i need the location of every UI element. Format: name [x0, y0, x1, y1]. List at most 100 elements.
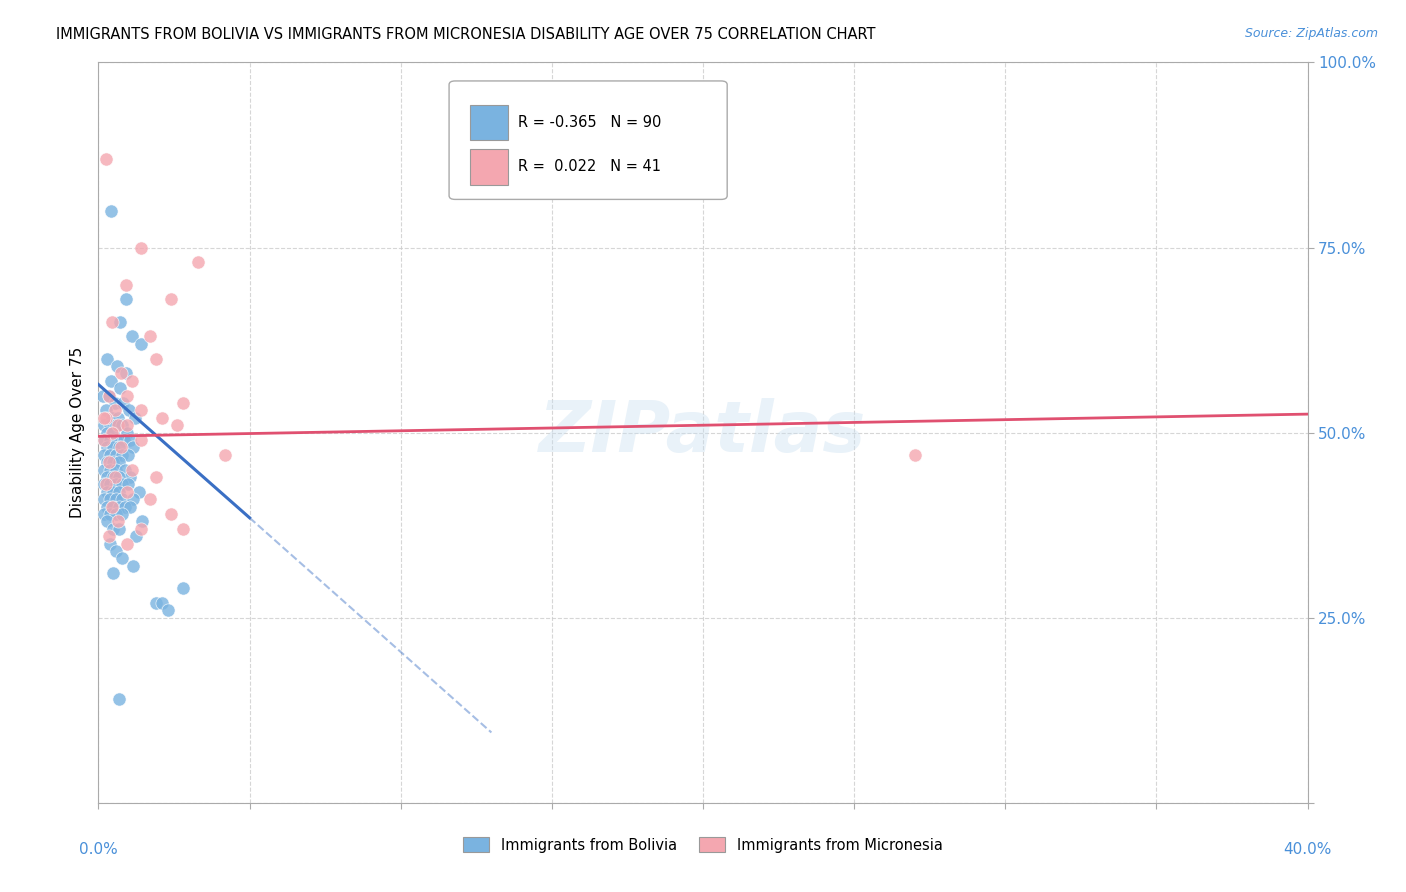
Point	[91, 388, 114, 402]
Point	[121, 462, 143, 476]
Point	[96, 500, 118, 514]
Point	[111, 477, 134, 491]
Point	[114, 462, 136, 476]
Point	[115, 425, 138, 440]
Point	[108, 314, 131, 328]
Point	[111, 507, 134, 521]
Point	[139, 329, 162, 343]
Point	[129, 403, 152, 417]
FancyBboxPatch shape	[470, 104, 509, 140]
Point	[100, 374, 122, 388]
Point	[108, 522, 131, 536]
Point	[105, 359, 128, 373]
Point	[145, 470, 167, 484]
Point	[111, 418, 134, 433]
Point	[104, 507, 127, 521]
Point	[98, 507, 121, 521]
Point	[114, 293, 136, 307]
Text: R =  0.022   N = 41: R = 0.022 N = 41	[517, 160, 661, 174]
Point	[93, 410, 115, 425]
Point	[101, 500, 124, 514]
Point	[115, 388, 138, 402]
Text: Source: ZipAtlas.com: Source: ZipAtlas.com	[1244, 27, 1378, 40]
Point	[107, 410, 129, 425]
Point	[112, 433, 135, 447]
Point	[98, 448, 121, 462]
Point	[98, 529, 121, 543]
Point	[145, 596, 167, 610]
Point	[904, 448, 927, 462]
Point	[172, 396, 194, 410]
Point	[115, 484, 138, 499]
Point	[104, 448, 127, 462]
Point	[98, 388, 121, 402]
Point	[187, 255, 209, 269]
Point	[131, 515, 153, 529]
FancyBboxPatch shape	[470, 149, 509, 185]
Point	[172, 581, 194, 595]
Point	[114, 367, 136, 381]
Point	[172, 522, 194, 536]
Point	[110, 367, 132, 381]
Point	[111, 396, 134, 410]
Point	[93, 448, 115, 462]
Point	[108, 455, 131, 469]
Point	[98, 462, 121, 476]
Point	[101, 441, 124, 455]
Point	[122, 441, 145, 455]
Point	[117, 448, 139, 462]
Text: 0.0%: 0.0%	[79, 842, 118, 856]
Point	[101, 470, 124, 484]
Point	[121, 374, 143, 388]
Point	[104, 477, 127, 491]
Point	[101, 500, 124, 514]
Point	[96, 425, 118, 440]
Point	[104, 396, 127, 410]
Point	[98, 536, 121, 550]
Point	[98, 418, 121, 433]
Point	[96, 515, 118, 529]
Point	[108, 441, 131, 455]
Point	[108, 484, 131, 499]
Point	[129, 336, 152, 351]
Point	[101, 425, 124, 440]
Point	[115, 536, 138, 550]
Point	[96, 351, 118, 366]
Point	[104, 462, 127, 476]
Point	[98, 492, 121, 507]
Point	[111, 492, 134, 507]
Point	[120, 433, 142, 447]
Text: IMMIGRANTS FROM BOLIVIA VS IMMIGRANTS FROM MICRONESIA DISABILITY AGE OVER 75 COR: IMMIGRANTS FROM BOLIVIA VS IMMIGRANTS FR…	[56, 27, 876, 42]
Point	[93, 433, 115, 447]
Point	[120, 470, 142, 484]
Point	[100, 203, 122, 218]
Point	[139, 492, 162, 507]
Point	[96, 484, 118, 499]
Point	[122, 558, 145, 573]
Point	[111, 551, 134, 566]
Point	[104, 403, 127, 417]
Point	[124, 410, 146, 425]
Point	[101, 566, 124, 581]
Point	[160, 507, 183, 521]
Point	[108, 470, 131, 484]
Point	[104, 544, 127, 558]
Point	[114, 277, 136, 292]
Point	[107, 418, 129, 433]
Point	[115, 418, 138, 433]
Point	[101, 410, 124, 425]
Point	[101, 484, 124, 499]
Point	[166, 418, 188, 433]
Point	[110, 441, 132, 455]
Point	[160, 293, 183, 307]
Text: 40.0%: 40.0%	[1284, 842, 1331, 856]
Point	[108, 500, 131, 514]
Point	[125, 529, 148, 543]
Point	[214, 448, 236, 462]
Point	[104, 470, 127, 484]
Point	[118, 403, 141, 417]
Point	[101, 425, 124, 440]
Point	[98, 477, 121, 491]
Point	[93, 492, 115, 507]
Point	[94, 152, 117, 166]
